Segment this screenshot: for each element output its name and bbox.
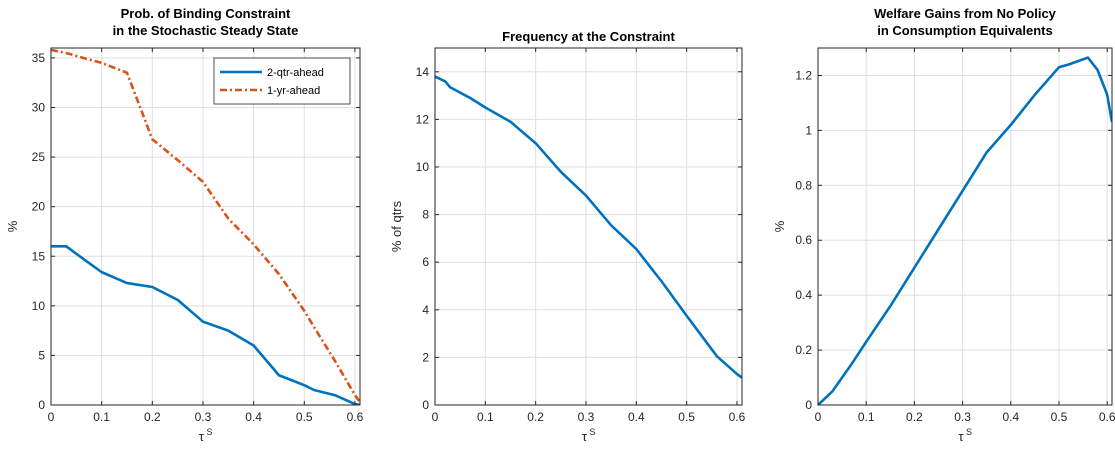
x-tick-label: 0.3 xyxy=(195,410,212,424)
x-tick-label: 0.5 xyxy=(678,410,695,424)
y-tick-label: 12 xyxy=(416,112,430,126)
x-tick-label: 0.1 xyxy=(858,410,875,424)
y-tick-label: 0.4 xyxy=(795,288,812,302)
y-tick-label: 2 xyxy=(422,350,429,364)
y-tick-label: 5 xyxy=(38,348,45,362)
y-tick-label: 0.8 xyxy=(795,178,812,192)
axes-frame xyxy=(817,47,1113,406)
y-tick-label: 8 xyxy=(422,208,429,222)
chart-title-line-1: Welfare Gains from No Policy xyxy=(874,6,1057,21)
y-tick-label: 0 xyxy=(38,398,45,412)
y-tick-label: 1.2 xyxy=(795,68,812,82)
y-tick-label: 0 xyxy=(805,398,812,412)
chart-1: 0 0.1 0.2 0.3 0.4 0.5 0.6 0 5 10 15 20 25 30 35 Prob. o… xyxy=(5,6,364,444)
y-axis-label: % of qtrs xyxy=(389,200,404,252)
x-tick-label: 0.1 xyxy=(477,410,494,424)
chart-3: 0 0.1 0.2 0.3 0.4 0.5 0.6 0 0.2 0.4 0.6 0.8 1 1.2 Welf… xyxy=(772,6,1115,444)
x-axis-label: τ xyxy=(199,429,205,444)
x-tick-label: 0.5 xyxy=(1051,410,1068,424)
x-tick-label: 0.1 xyxy=(93,410,110,424)
x-axis-label-superscript: S xyxy=(966,427,972,437)
x-tick-label: 0.2 xyxy=(906,410,923,424)
x-tick-label: 0.6 xyxy=(729,410,746,424)
x-tick-label: 0 xyxy=(432,410,439,424)
legend-box xyxy=(213,57,351,105)
y-tick-label: 20 xyxy=(32,200,46,214)
y-axis-label: % xyxy=(5,220,20,232)
x-axis-label-superscript: S xyxy=(207,427,213,437)
y-tick-label: 15 xyxy=(32,249,46,263)
series-line-2 xyxy=(51,48,360,403)
x-tick-label: 0.6 xyxy=(1099,410,1115,424)
legend: 2-qtr-ahead 1-yr-ahead xyxy=(213,57,351,105)
series-line-1 xyxy=(51,245,360,405)
y-tick-label: 4 xyxy=(422,303,429,317)
axes-frame xyxy=(50,47,361,406)
x-axis-label: τ xyxy=(958,429,964,444)
y-tick-label: 30 xyxy=(32,101,46,115)
x-tick-label: 0 xyxy=(815,410,822,424)
y-tick-label: 0 xyxy=(422,398,429,412)
x-tick-label: 0.5 xyxy=(296,410,313,424)
y-tick-label: 14 xyxy=(416,65,430,79)
y-tick-label: 1 xyxy=(805,123,812,137)
series-line-1 xyxy=(818,56,1112,405)
x-tick-label: 0.2 xyxy=(144,410,161,424)
legend-label-1: 2-qtr-ahead xyxy=(267,67,324,79)
x-tick-label: 0.3 xyxy=(954,410,971,424)
x-axis-label: τ xyxy=(582,429,588,444)
x-tick-label: 0.3 xyxy=(578,410,595,424)
y-tick-label: 10 xyxy=(32,299,46,313)
chart-2: 0 0.1 0.2 0.3 0.4 0.5 0.6 0 2 4 6 8 10 12 14 Frequency … xyxy=(389,29,746,444)
legend-label-2: 1-yr-ahead xyxy=(267,85,320,97)
y-tick-label: 0.6 xyxy=(795,233,812,247)
y-tick-label: 6 xyxy=(422,255,429,269)
x-tick-label: 0.2 xyxy=(527,410,544,424)
x-tick-label: 0 xyxy=(48,410,55,424)
x-tick-label: 0.4 xyxy=(628,410,645,424)
y-tick-label: 0.2 xyxy=(795,343,812,357)
chart-title-line-1: Prob. of Binding Constraint xyxy=(121,6,291,21)
series-line-1 xyxy=(435,75,742,379)
x-axis-label-superscript: S xyxy=(590,427,596,437)
x-tick-label: 0.6 xyxy=(347,410,364,424)
chart-title-line-2: in Consumption Equivalents xyxy=(877,23,1053,38)
x-tick-label: 0.4 xyxy=(1002,410,1019,424)
x-tick-label: 0.4 xyxy=(245,410,262,424)
y-tick-label: 35 xyxy=(32,51,46,65)
plot-area xyxy=(818,48,1112,405)
y-tick-label: 25 xyxy=(32,150,46,164)
y-axis-label: % xyxy=(772,220,787,232)
axes-frame xyxy=(434,47,743,406)
chart-title-line-1: Frequency at the Constraint xyxy=(502,29,675,44)
plot-area xyxy=(435,48,742,405)
y-tick-label: 10 xyxy=(416,160,430,174)
chart-title-line-2: in the Stochastic Steady State xyxy=(113,23,299,38)
